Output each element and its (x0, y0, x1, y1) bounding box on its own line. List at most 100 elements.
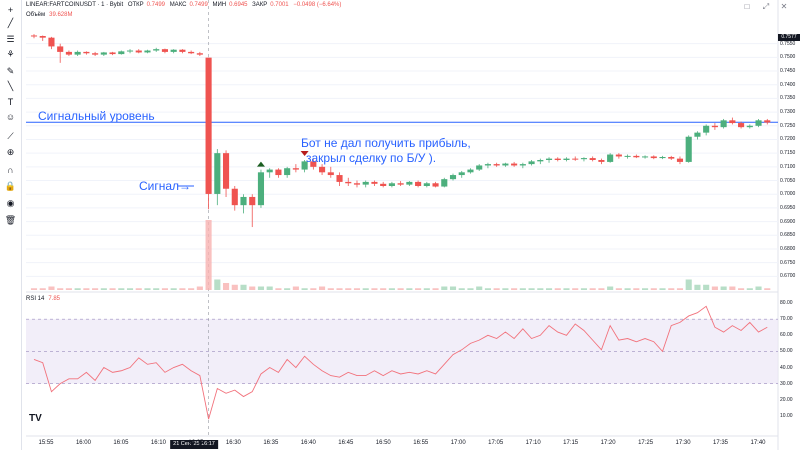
price-tick: 0.6850 (780, 232, 796, 239)
price-tick: 0.6900 (780, 218, 796, 225)
candle-body (528, 161, 535, 165)
rsi-legend[interactable]: RSI 14 7.85 (26, 296, 60, 302)
volume-bar (362, 288, 369, 290)
low-value: 0.6945 (229, 2, 248, 8)
magnet-icon[interactable]: ∩ (7, 164, 14, 175)
time-tick: 15:55 (38, 440, 54, 446)
time-tick: 16:30 (225, 440, 241, 446)
lock-icon[interactable]: 🔒 (4, 181, 17, 191)
time-tick: 16:10 (150, 440, 166, 446)
open-value: 0.7499 (146, 2, 166, 8)
candle-body (668, 156, 675, 159)
emoji-icon[interactable]: ☺ (5, 111, 16, 122)
candle-body (607, 154, 614, 162)
zoom-icon[interactable]: ⊕ (6, 147, 15, 157)
brush-icon[interactable]: ✎ (6, 66, 15, 76)
volume-bar (703, 284, 710, 290)
symbol-title[interactable]: LINEAR:FARTCOINUSDT · 1 · Bybit (26, 2, 124, 8)
candle-body (659, 156, 666, 159)
time-tick: 17:35 (713, 440, 729, 446)
rsi-line (33, 305, 768, 420)
time-tick: 17:30 (675, 440, 691, 446)
volume-bar (467, 288, 474, 290)
candle-body (694, 132, 701, 137)
time-tick: 16:25 (188, 440, 204, 446)
trash-icon[interactable]: 🗑 (4, 215, 17, 225)
time-tick: 16:55 (413, 440, 429, 446)
pen-icon[interactable]: ╲ (7, 81, 14, 91)
volume-bar (65, 288, 72, 290)
candle-body (476, 165, 483, 170)
volume-bar (240, 284, 247, 290)
price-tick: 0.7150 (780, 150, 796, 157)
candle-body (572, 158, 579, 160)
candle-body (563, 158, 570, 160)
candle-body (449, 175, 457, 180)
open-label: ОТКР (127, 2, 144, 8)
candle-body (92, 53, 99, 55)
ruler-icon[interactable]: ⟋ (7, 131, 14, 141)
candle-body (170, 49, 177, 52)
volume-bar (755, 286, 762, 290)
candle-body (580, 158, 588, 160)
volume-bar (161, 288, 168, 290)
restore-icon[interactable]: □ (744, 2, 750, 11)
time-tick: 16:35 (263, 440, 279, 446)
volume-legend[interactable]: Объём 39.628M (26, 12, 72, 18)
crosshair-icon[interactable]: + (7, 4, 14, 15)
time-tick: 17:15 (563, 440, 579, 446)
time-tick: 16:05 (113, 440, 129, 446)
time-tick: 16:45 (338, 440, 354, 446)
price-tick: 0.7250 (780, 122, 796, 129)
close-icon[interactable]: ✕ (780, 2, 788, 11)
volume-bar (729, 286, 736, 290)
price-tick: 0.7050 (780, 177, 796, 184)
candle-body (441, 179, 448, 187)
candle-body (188, 51, 195, 54)
time-tick: 17:05 (488, 440, 504, 446)
horizontal-lines-icon[interactable]: ☰ (6, 34, 15, 44)
volume-bar (537, 288, 544, 290)
candle-body (406, 181, 413, 185)
volume-bar (572, 288, 579, 290)
time-tick: 17:10 (525, 440, 541, 446)
eye-icon[interactable]: ◉ (6, 198, 15, 208)
volume-bar (449, 286, 457, 290)
volume-bar (205, 220, 212, 290)
candle-body (319, 166, 326, 173)
trend-line-icon[interactable]: ╱ (7, 18, 14, 28)
tradingview-logo[interactable]: TV (29, 413, 42, 424)
time-tick: 17:20 (600, 440, 616, 446)
volume-bar (528, 288, 535, 290)
text-icon[interactable]: T (7, 96, 14, 107)
volume-bar (231, 284, 238, 290)
volume-bar (738, 288, 745, 290)
candle-body (65, 51, 72, 55)
candle-body (231, 188, 238, 206)
candle-body (222, 153, 230, 189)
volume-bar (275, 288, 282, 290)
rsi-tick: 60.00 (780, 332, 793, 339)
price-tick: 0.7550 (780, 40, 796, 47)
price-tick: 0.7300 (780, 109, 796, 116)
time-tick: 17:25 (638, 440, 654, 446)
candle-body (257, 172, 265, 206)
candle-body (205, 57, 212, 194)
candle-body (598, 160, 605, 162)
candle-body (118, 51, 125, 55)
candle-body (519, 164, 526, 166)
volume-bar (746, 288, 753, 290)
candle-body (266, 169, 273, 173)
volume-bar (126, 288, 134, 290)
time-tick: 16:40 (300, 440, 316, 446)
candle-body (676, 158, 684, 162)
rsi-tick: 70.00 (780, 316, 793, 323)
volume-bar (598, 288, 605, 290)
signal-level-label: Сигнальный уровень (38, 109, 155, 123)
volume-bar (563, 288, 570, 290)
maximize-icon[interactable]: ⤢ (762, 2, 770, 11)
fib-icon[interactable]: ⚘ (6, 49, 15, 59)
candle-body (397, 183, 404, 185)
